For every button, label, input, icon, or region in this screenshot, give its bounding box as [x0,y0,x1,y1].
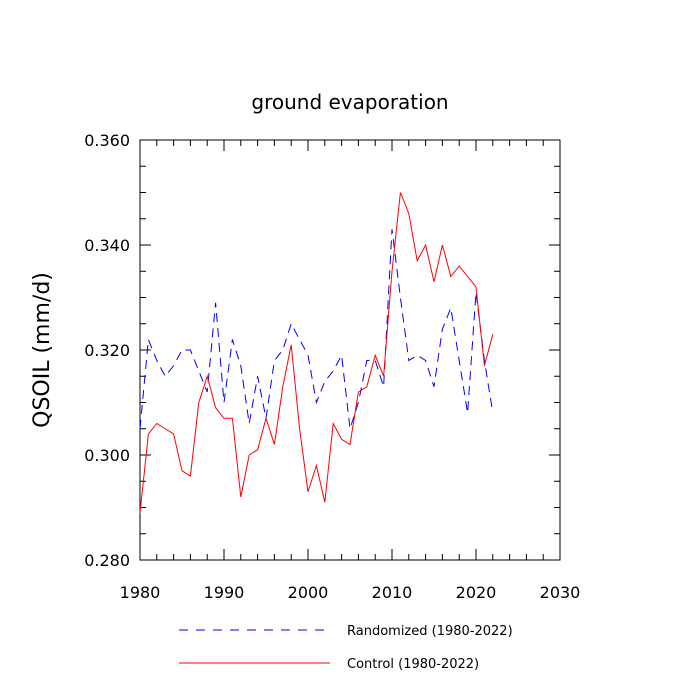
plot-frame [139,139,561,561]
x-tick-label: 2000 [288,583,329,602]
x-tick-label: 2010 [372,583,413,602]
axis-tick-labels: 1980 1990 2000 2010 2020 2030 0.280 0.300 0.320 0… [84,131,580,602]
legend-label: Control (1980-2022) [347,657,479,672]
axis-ticks [139,139,561,561]
series-line-control [139,192,494,513]
y-tick-label: 0.360 [84,131,130,150]
legend-label: Randomized (1980-2022) [347,624,513,639]
y-tick-label: 0.280 [84,551,130,570]
y-tick-label: 0.340 [84,236,130,255]
x-tick-label: 1980 [120,583,161,602]
series-line-randomized [139,229,494,429]
legend: Randomized (1980-2022) Control (1980-2022… [179,624,513,672]
y-axis-label: QSOIL (mm/d) [30,272,55,428]
x-tick-label: 2020 [456,583,497,602]
series-lines [139,192,494,513]
x-tick-label: 2030 [540,583,581,602]
x-tick-label: 1990 [204,583,245,602]
chart-title: ground evaporation [251,90,448,114]
y-tick-label: 0.300 [84,446,130,465]
y-tick-label: 0.320 [84,341,130,360]
